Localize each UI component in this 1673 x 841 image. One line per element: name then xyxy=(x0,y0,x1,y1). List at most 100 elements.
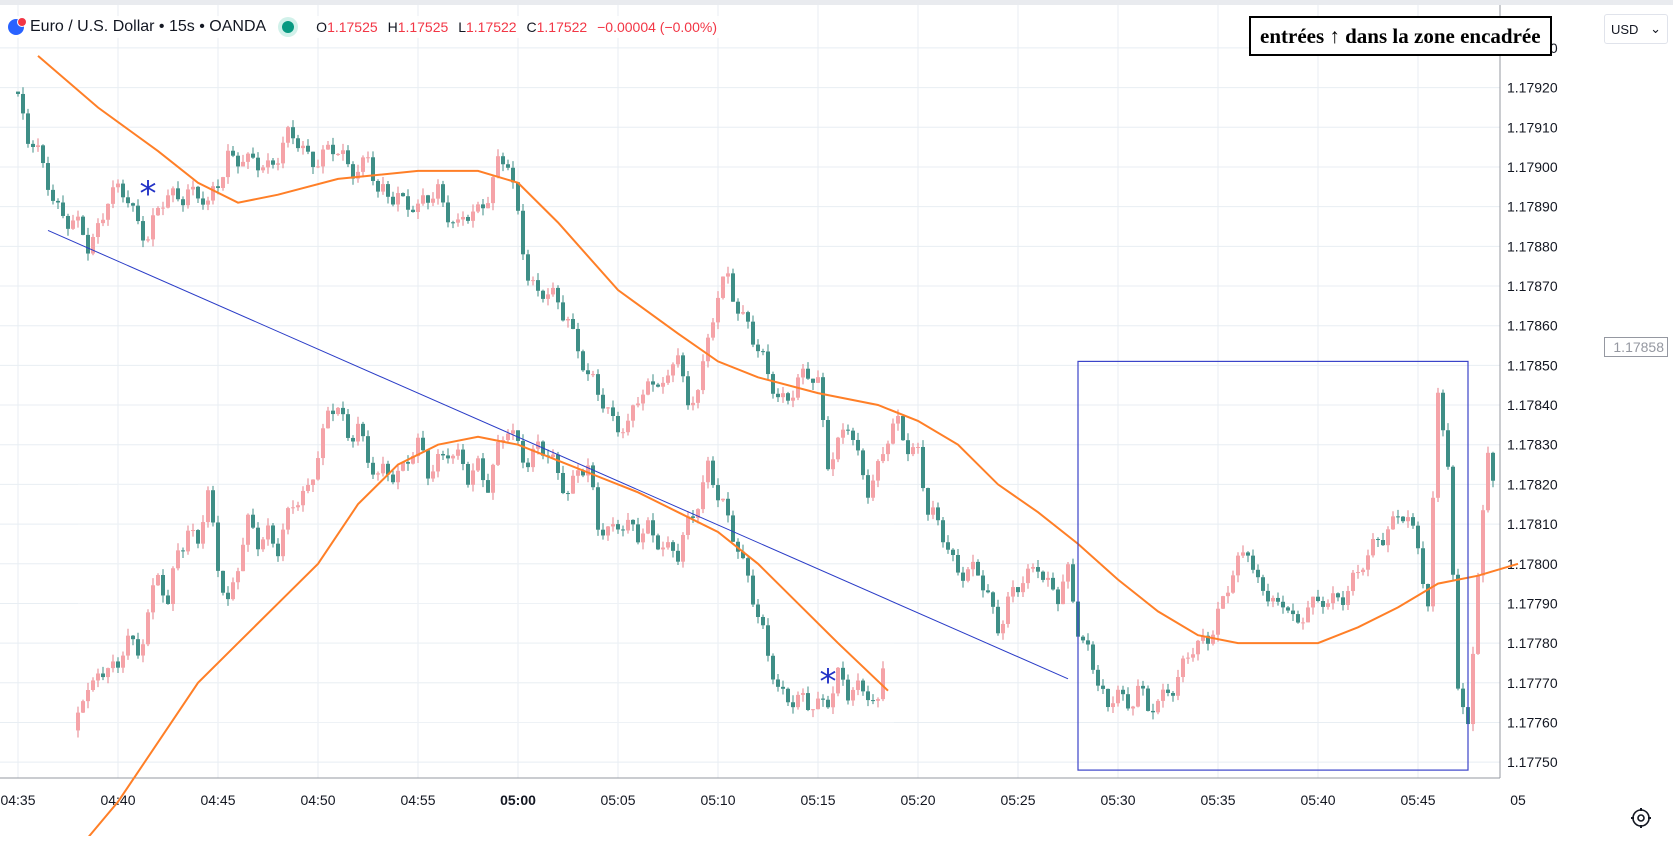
overlay-candle xyxy=(821,694,825,707)
candle-body xyxy=(686,376,690,406)
candle xyxy=(1431,491,1435,612)
candle xyxy=(1001,620,1005,640)
overlay-candle xyxy=(756,599,760,624)
candle-body xyxy=(1336,593,1340,598)
candle-body xyxy=(256,527,260,550)
candle-body xyxy=(896,416,900,424)
candle-body xyxy=(966,569,970,581)
candle-body xyxy=(66,215,70,229)
candle-body xyxy=(281,142,285,164)
candle-body xyxy=(681,355,685,377)
candle xyxy=(176,181,180,202)
overlay-candle xyxy=(346,408,350,441)
candle xyxy=(746,310,750,329)
candle-body xyxy=(631,519,635,525)
candle-body xyxy=(826,699,830,708)
candle-body xyxy=(1281,601,1285,608)
candle-body xyxy=(856,439,860,451)
candle xyxy=(351,161,355,185)
currency-select[interactable]: USD ⌄ xyxy=(1604,14,1668,44)
candle-body xyxy=(466,216,470,221)
price-tick-label: 1.17860 xyxy=(1507,318,1558,334)
overlay-candle xyxy=(231,577,235,601)
candle xyxy=(71,214,75,230)
candle xyxy=(1456,568,1460,691)
candle xyxy=(1166,683,1170,697)
overlay-candle xyxy=(566,490,570,501)
candle xyxy=(946,535,950,554)
candle xyxy=(496,149,500,179)
candle xyxy=(331,137,335,162)
candle xyxy=(1191,647,1195,662)
candle xyxy=(371,151,375,186)
candle xyxy=(46,156,50,196)
candle-body xyxy=(146,612,150,645)
candle-body xyxy=(1021,583,1025,593)
candle xyxy=(1291,603,1295,621)
candle-body xyxy=(461,216,465,220)
candle-body xyxy=(366,157,370,159)
candle xyxy=(436,179,440,205)
candle-body xyxy=(986,590,990,593)
candle-body xyxy=(651,381,655,385)
candle xyxy=(601,388,605,413)
candle-body xyxy=(541,290,545,299)
candle-body xyxy=(316,458,320,480)
candle xyxy=(821,372,825,428)
candle-body xyxy=(471,211,475,221)
candle-body xyxy=(141,644,145,656)
candle xyxy=(611,400,615,422)
overlay-candle xyxy=(406,455,410,471)
overlay-candle xyxy=(846,674,850,705)
overlay-candle xyxy=(76,706,80,738)
candle xyxy=(271,157,275,169)
candle xyxy=(1401,515,1405,524)
candle xyxy=(76,210,80,228)
candle-body xyxy=(761,616,765,626)
candle-body xyxy=(166,195,170,208)
candle xyxy=(1181,655,1185,683)
candle xyxy=(976,559,980,576)
candle-body xyxy=(1141,685,1145,689)
price-tick-label: 1.17790 xyxy=(1507,595,1558,611)
candle xyxy=(826,416,830,471)
candle xyxy=(736,298,740,321)
candle-body xyxy=(1421,548,1425,585)
candle-body xyxy=(366,436,370,463)
time-tick-label: 05:00 xyxy=(500,792,536,808)
overlay-candle xyxy=(826,695,830,709)
candle xyxy=(106,203,110,226)
candle xyxy=(986,584,990,594)
candle-body xyxy=(1201,635,1205,641)
overlay-candle xyxy=(836,666,840,697)
instrument-title[interactable]: Euro / U.S. Dollar • 15s • OANDA xyxy=(30,18,267,35)
candle xyxy=(356,164,360,183)
candle-body xyxy=(906,440,910,455)
price-tick-label: 1.17780 xyxy=(1507,635,1558,651)
candle-body xyxy=(401,462,405,471)
overlay-candle xyxy=(526,458,530,472)
candle xyxy=(606,406,610,414)
candle-body xyxy=(631,405,635,421)
candle-body xyxy=(1256,569,1260,578)
candle xyxy=(1276,592,1280,606)
gear-icon[interactable] xyxy=(1629,806,1653,830)
annotation-box[interactable]: entrées ↑ dans la zone encadrée xyxy=(1249,16,1552,56)
candle xyxy=(1246,551,1250,563)
candle-body xyxy=(231,582,235,600)
candle xyxy=(251,147,255,159)
overlay-candle xyxy=(311,479,315,492)
market-status-icon[interactable] xyxy=(282,21,295,33)
candle xyxy=(181,196,185,212)
candle-body xyxy=(361,423,365,437)
candle-body xyxy=(646,381,650,395)
candle-body xyxy=(81,216,85,235)
candle-body xyxy=(306,485,310,491)
candle xyxy=(1106,688,1110,712)
candle-body xyxy=(1396,516,1400,518)
overlay-candle xyxy=(96,668,100,688)
time-tick-label: 05:20 xyxy=(900,792,935,808)
overlay-candle xyxy=(341,401,345,421)
